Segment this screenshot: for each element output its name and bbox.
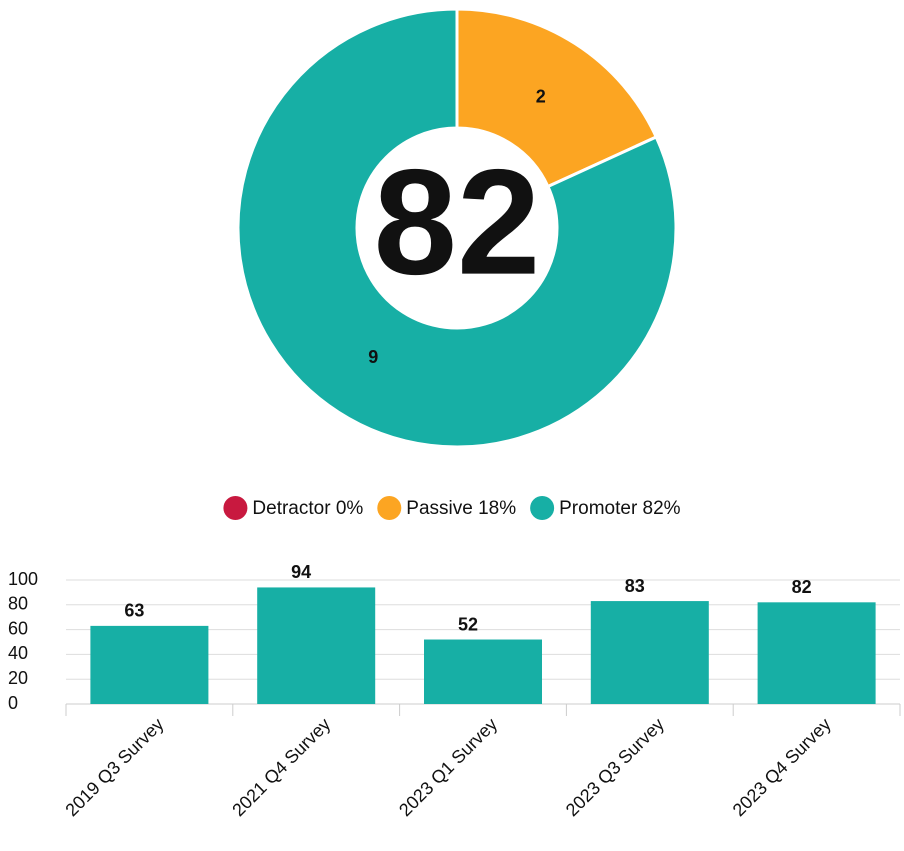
legend-swatch [530,496,555,520]
bar-value-label: 63 [124,601,144,621]
y-tick-label: 80 [8,594,28,614]
x-tick-label: 2019 Q3 Survey [61,714,167,820]
bar [424,639,542,704]
y-tick-label: 60 [8,618,28,638]
legend-label: Passive 18% [406,498,516,519]
donut-slice [236,7,678,449]
bar [257,587,376,704]
bar [90,625,209,704]
legend-swatch [377,496,402,520]
legend: Detractor 0% Passive 18% Promoter 82% [223,496,681,520]
legend-swatch [223,496,248,520]
slice-label: 9 [368,347,378,367]
y-tick-label: 0 [8,693,18,713]
bar-value-label: 94 [291,562,311,582]
bar [757,602,876,704]
y-tick-label: 40 [8,643,28,663]
slice-label: 2 [536,86,546,106]
bar-value-label: 83 [625,576,645,596]
bar-value-label: 82 [792,577,812,597]
x-tick-label: 2023 Q3 Survey [562,714,668,820]
donut-slice [455,7,659,189]
x-tick-label: 2021 Q4 Survey [228,714,334,820]
x-tick-label: 2023 Q4 Survey [729,714,835,820]
bar [590,601,709,704]
x-tick-label: 2023 Q1 Survey [395,714,501,820]
bar-value-label: 52 [458,614,478,634]
y-tick-label: 20 [8,668,28,688]
center-score: 82 [374,138,541,306]
legend-label: Detractor 0% [252,498,363,519]
y-tick-label: 100 [8,569,38,589]
legend-label: Promoter 82% [559,498,681,519]
